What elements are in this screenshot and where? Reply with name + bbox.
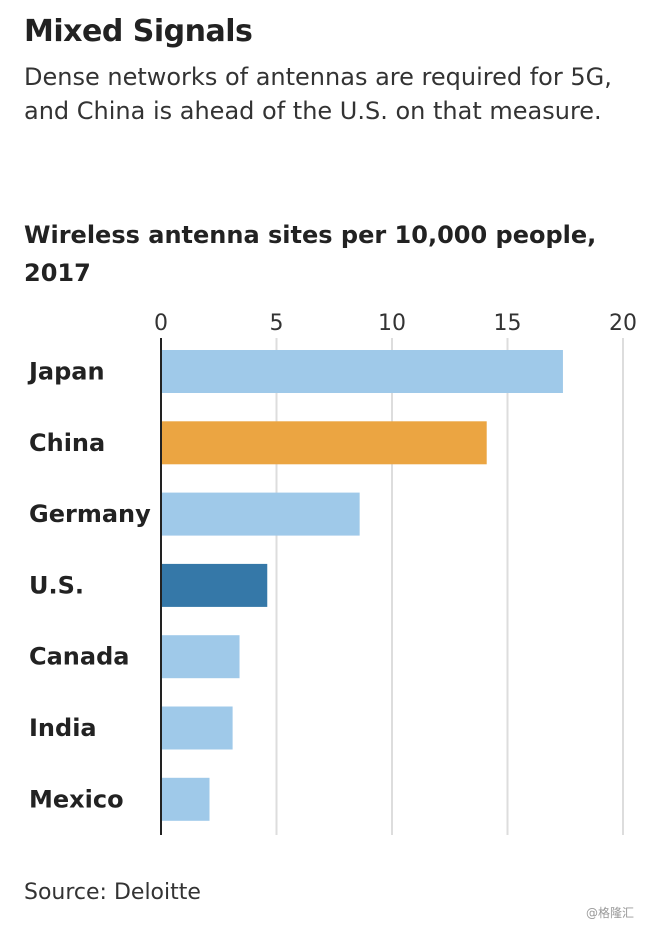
category-label: China	[29, 429, 105, 457]
category-label: Germany	[29, 500, 151, 528]
x-tick-label: 0	[154, 311, 168, 336]
bar-china	[161, 421, 487, 465]
category-label: Mexico	[29, 785, 124, 813]
category-label: India	[29, 714, 97, 742]
bar-germany	[161, 492, 360, 536]
bar-mexico	[161, 777, 210, 821]
bar-japan	[161, 350, 563, 393]
chart-axis-title: Wireless antenna sites per 10,000 people…	[24, 221, 597, 287]
category-label: Canada	[29, 643, 129, 671]
bar-india	[161, 706, 233, 750]
category-label: U.S.	[29, 571, 84, 599]
category-label: Japan	[27, 358, 105, 386]
x-tick-label: 10	[378, 311, 406, 336]
x-tick-label: 5	[270, 311, 284, 336]
bar-canada	[161, 635, 240, 679]
chart-title: Mixed Signals	[24, 14, 253, 49]
source-note: Source: Deloitte	[24, 880, 201, 905]
x-tick-label: 15	[494, 311, 522, 336]
x-tick-label: 20	[609, 311, 637, 336]
bar-us	[161, 563, 268, 607]
chart-subtitle: Dense networks of antennas are required …	[24, 63, 612, 125]
watermark: @格隆汇	[586, 906, 635, 920]
